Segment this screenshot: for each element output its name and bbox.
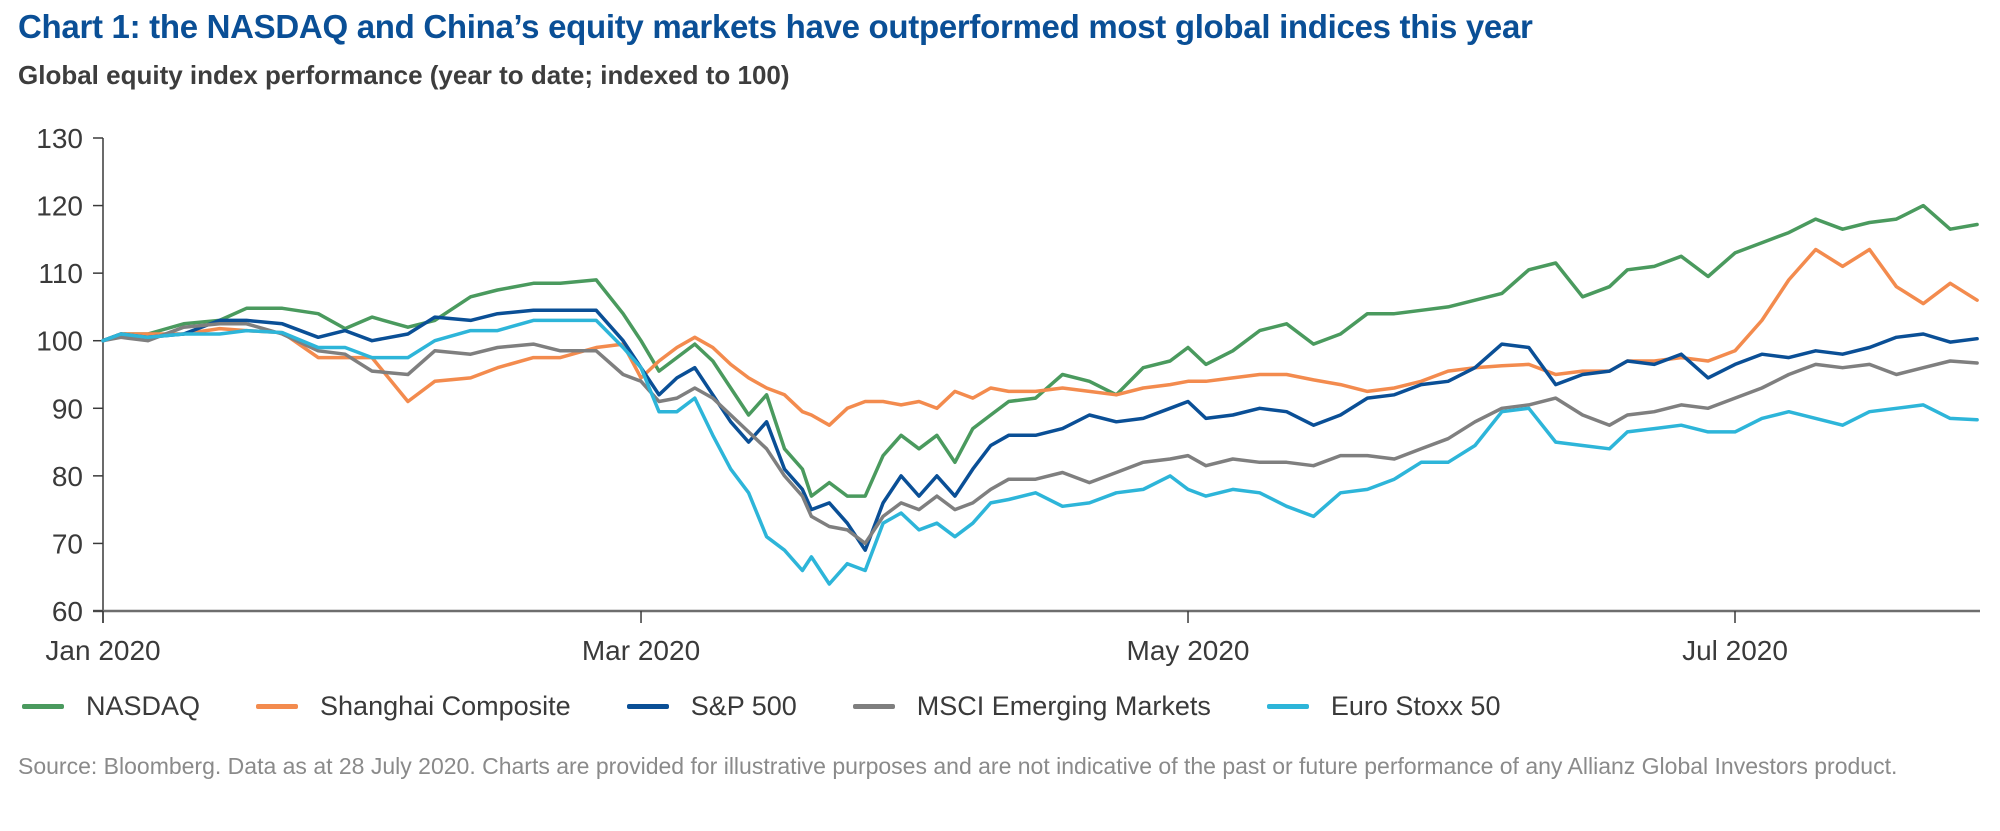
- series-line-s-p-500: [101, 308, 1979, 552]
- y-tick-label: 110: [38, 258, 83, 289]
- series-line-msci-emerging-markets: [101, 322, 1979, 546]
- y-tick-label: 100: [36, 326, 83, 357]
- legend-swatch: [626, 703, 669, 709]
- legend-label: NASDAQ: [86, 690, 201, 721]
- legend-swatch: [256, 703, 299, 709]
- y-tick-label: 90: [52, 393, 83, 424]
- series-line-euro-stoxx-50: [101, 318, 1979, 586]
- legend-item-msci-emerging-markets: MSCI Emerging Markets: [852, 690, 1211, 722]
- x-tick-label: Jan 2020: [45, 635, 160, 666]
- chart-subtitle: Global equity index performance (year to…: [18, 60, 790, 90]
- axes: 60 70 80 90 100 110 120 130 Jan 2020 Mar 2020 May …: [36, 123, 1980, 666]
- source-note: Source: Bloomberg. Data as at 28 July 20…: [18, 753, 1898, 779]
- legend-item-shanghai-composite: Shanghai Composite: [256, 691, 571, 722]
- legend-item-s-p-500: S&P 500: [626, 690, 797, 722]
- legend-label: MSCI Emerging Markets: [916, 690, 1211, 721]
- y-tick-label: 120: [36, 191, 83, 222]
- x-tick-label: May 2020: [1127, 635, 1250, 666]
- x-tick-label: Jul 2020: [1682, 635, 1788, 666]
- legend-label: Shanghai Composite: [320, 690, 571, 721]
- y-tick-label: 70: [52, 528, 83, 559]
- y-tick-label: 130: [36, 123, 83, 154]
- legend: NASDAQ Shanghai Composite S&P 500 MSCI Emer…: [22, 688, 1556, 724]
- legend-label: S&P 500: [690, 690, 797, 721]
- legend-item-euro-stoxx-50: Euro Stoxx 50: [1266, 690, 1501, 722]
- x-tick-label: Mar 2020: [582, 635, 700, 666]
- y-tick-label: 80: [52, 461, 83, 492]
- chart-title: Chart 1: the NASDAQ and China’s equity m…: [18, 8, 1533, 45]
- legend-swatch: [1266, 703, 1309, 709]
- legend-label: Euro Stoxx 50: [1330, 690, 1501, 721]
- series-layer: [101, 203, 1979, 586]
- legend-item-nasdaq: NASDAQ: [22, 691, 200, 722]
- y-tick-label: 60: [52, 596, 83, 627]
- series-line-nasdaq: [101, 203, 1979, 498]
- legend-swatch: [22, 703, 64, 709]
- legend-swatch: [852, 703, 895, 709]
